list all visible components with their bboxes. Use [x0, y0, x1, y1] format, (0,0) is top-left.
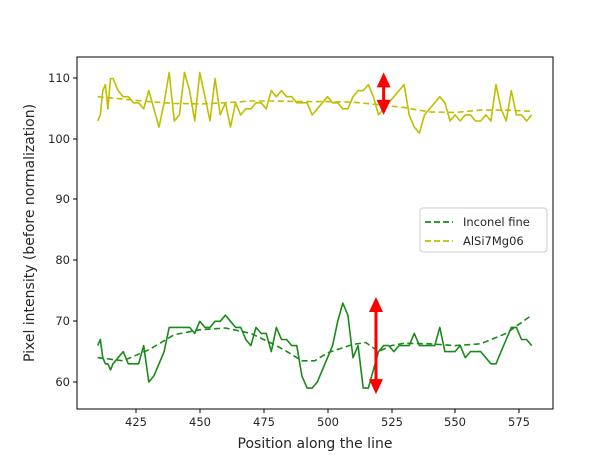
y-tick: 80 — [55, 253, 77, 267]
x-axis: 425 450 475 500 525 550 575 Position alo… — [125, 409, 530, 452]
y-tick: 70 — [55, 314, 77, 328]
legend-label: Inconel fine — [463, 215, 530, 229]
y-tick-label: 100 — [48, 132, 70, 146]
axes-frame — [76, 56, 554, 410]
x-tick-label: 425 — [125, 415, 147, 429]
double-arrow-annotation — [368, 297, 383, 395]
x-tick: 550 — [444, 409, 466, 429]
y-tick-label: 110 — [48, 71, 70, 85]
x-tick-label: 575 — [508, 415, 530, 429]
double-arrow-annotation — [376, 72, 391, 115]
x-tick: 425 — [125, 409, 147, 429]
y-tick: 110 — [48, 71, 77, 85]
legend-box — [419, 207, 548, 253]
y-axis: 60 70 80 90 100 110 Pixel intensity (bef… — [22, 71, 77, 389]
y-tick-label: 90 — [55, 192, 70, 206]
series-line — [97, 314, 533, 362]
series-line — [96, 71, 533, 134]
y-tick-label: 60 — [55, 375, 70, 389]
x-tick: 500 — [317, 409, 339, 429]
x-tick-label: 450 — [189, 415, 211, 429]
legend: Inconel fine AlSi7Mg06 — [419, 207, 548, 253]
legend-item-alsi7mg06: AlSi7Mg06 — [425, 234, 524, 248]
y-tick-label: 70 — [55, 314, 70, 328]
annotation-layer — [368, 72, 391, 395]
y-tick-label: 80 — [55, 253, 70, 267]
series-line — [96, 302, 533, 389]
y-tick: 100 — [48, 132, 77, 146]
x-tick-label: 550 — [444, 415, 466, 429]
x-axis-label: Position along the line — [238, 436, 393, 452]
y-axis-label: Pixel intensity (before normalization) — [22, 104, 38, 362]
x-tick-label: 525 — [381, 415, 403, 429]
x-tick: 525 — [381, 409, 403, 429]
y-tick: 60 — [55, 375, 77, 389]
series-line — [97, 95, 532, 114]
x-tick: 475 — [253, 409, 275, 429]
x-tick-label: 500 — [317, 415, 339, 429]
y-tick: 90 — [55, 192, 77, 206]
x-tick-label: 475 — [253, 415, 275, 429]
legend-item-inconel: Inconel fine — [425, 215, 530, 229]
x-tick: 575 — [508, 409, 530, 429]
legend-label: AlSi7Mg06 — [463, 234, 524, 248]
series-layer — [96, 71, 533, 389]
x-tick: 450 — [189, 409, 211, 429]
